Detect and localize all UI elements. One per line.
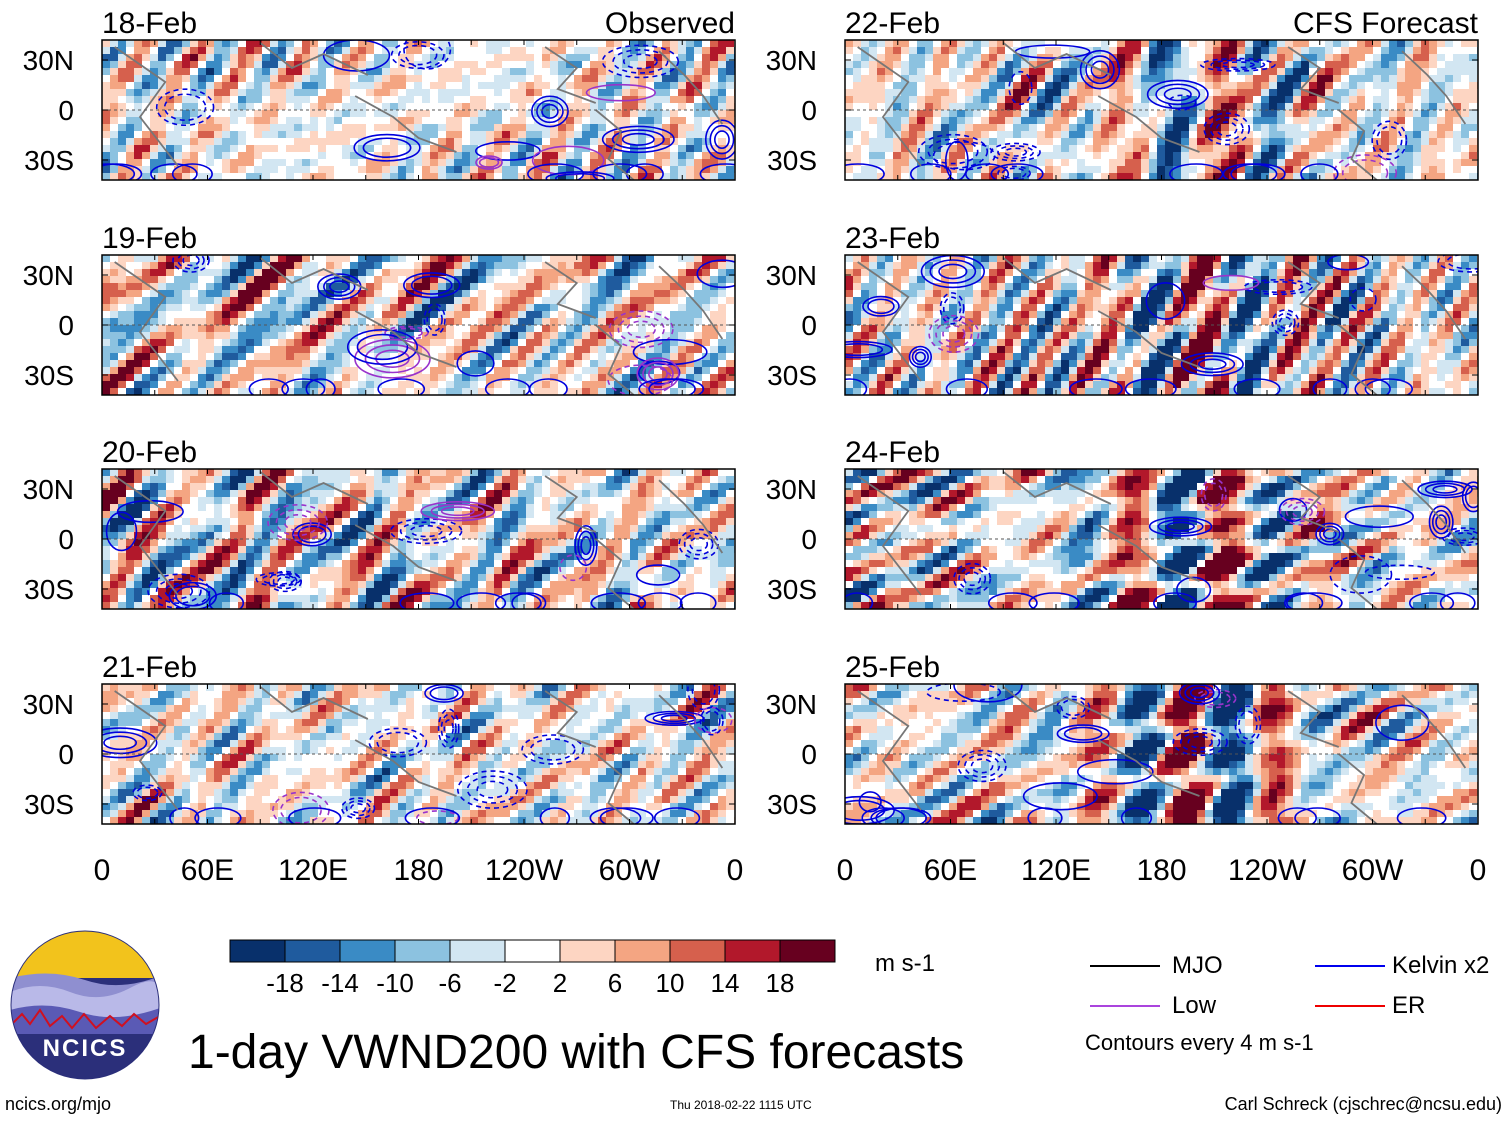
legend-label-low: Low <box>1172 992 1217 1019</box>
panel-column-label: Observed <box>605 7 735 40</box>
legend-label-er: ER <box>1392 992 1426 1019</box>
panel-date-label: 19-Feb <box>102 222 197 255</box>
y-tick-label: 30S <box>24 360 74 391</box>
colorbar-swatch <box>284 939 341 963</box>
x-tick-label: 180 <box>393 854 443 887</box>
y-tick-label: 30N <box>23 45 74 76</box>
y-tick-label: 30N <box>23 260 74 291</box>
map-panel: 30N 0 30S 20-Feb <box>23 436 736 610</box>
y-tick-label: 30S <box>24 574 74 605</box>
x-tick-label: 120W <box>485 854 564 887</box>
colorbar-tick-label: 2 <box>553 968 567 998</box>
legend-line-mjo <box>1090 965 1160 967</box>
x-tick-label: 60W <box>1342 854 1404 887</box>
x-tick-label: 60E <box>181 854 234 887</box>
x-tick-label: 60W <box>599 854 661 887</box>
panel-date-label: 21-Feb <box>102 651 197 684</box>
y-tick-label: 30N <box>766 689 817 720</box>
logo-text: NCICS <box>43 1035 128 1062</box>
colorbar-tick-label: -10 <box>376 968 414 998</box>
colorbar-tick-label: 6 <box>608 968 622 998</box>
x-tick-label: 60E <box>924 854 977 887</box>
colorbar-swatch <box>449 939 506 963</box>
colorbar-swatch <box>504 939 561 963</box>
y-tick-label: 0 <box>58 95 74 126</box>
site-link[interactable]: ncics.org/mjo <box>5 1094 112 1114</box>
legend-label-mjo: MJO <box>1172 952 1223 979</box>
legend-line-low <box>1090 1005 1160 1007</box>
y-tick-label: 30N <box>766 474 817 505</box>
panel-date-label: 23-Feb <box>845 222 940 255</box>
map-panel: 30N 0 30S 25-Feb <box>766 651 1479 825</box>
colorbar-swatch <box>614 939 671 963</box>
ncics-logo: NCICS <box>10 930 160 1080</box>
panel-column-label: CFS Forecast <box>1293 7 1479 40</box>
colorbar-swatch <box>724 939 781 963</box>
x-tick-label: 180 <box>1136 854 1186 887</box>
y-tick-label: 0 <box>58 739 74 770</box>
panel-date-label: 18-Feb <box>102 7 197 40</box>
author-credit: Carl Schreck (cjschrec@ncsu.edu) <box>1224 1094 1502 1114</box>
colorbar-tick-label: -6 <box>438 968 461 998</box>
y-tick-label: 30S <box>767 360 817 391</box>
colorbar-swatch <box>669 939 726 963</box>
y-tick-label: 30S <box>767 145 817 176</box>
y-tick-label: 30S <box>24 145 74 176</box>
map-panel: 30N 0 30S 18-Feb Observed <box>23 7 736 181</box>
y-tick-label: 30N <box>23 689 74 720</box>
colorbar-tick-label: 18 <box>766 968 795 998</box>
colorbar-swatch <box>394 939 451 963</box>
y-tick-label: 30N <box>766 45 817 76</box>
legend-label-kelvin: Kelvin x2 <box>1392 952 1490 979</box>
x-tick-label: 0 <box>94 854 111 887</box>
timestamp: Thu 2018-02-22 1115 UTC <box>670 1098 812 1112</box>
colorbar-swatch <box>229 939 286 963</box>
legend-line-er <box>1315 1005 1385 1007</box>
map-panel: 30N 0 30S 23-Feb <box>766 222 1479 396</box>
x-tick-label: 120E <box>1021 854 1091 887</box>
colorbar-swatch <box>779 939 836 963</box>
panel-date-label: 20-Feb <box>102 436 197 469</box>
y-tick-label: 30S <box>767 789 817 820</box>
map-panel: 30N 0 30S 19-Feb <box>23 222 736 396</box>
y-tick-label: 0 <box>801 739 817 770</box>
y-tick-label: 0 <box>801 310 817 341</box>
legend-line-kelvin <box>1315 965 1385 967</box>
main-title: 1-day VWND200 with CFS forecasts <box>188 1026 965 1079</box>
x-tick-label: 120W <box>1228 854 1307 887</box>
map-panel: 30N 0 30S 24-Feb <box>766 436 1479 610</box>
colorbar-tick-label: -2 <box>493 968 516 998</box>
x-tick-label: 0 <box>1470 854 1487 887</box>
colorbar-tick-label: -14 <box>321 968 359 998</box>
colorbar-swatch <box>339 939 396 963</box>
panel-date-label: 24-Feb <box>845 436 940 469</box>
contour-note: Contours every 4 m s-1 <box>1085 1030 1314 1055</box>
colorbar-tick-label: -18 <box>266 968 304 998</box>
y-tick-label: 0 <box>58 310 74 341</box>
x-tick-label: 0 <box>727 854 744 887</box>
x-tick-label: 0 <box>837 854 854 887</box>
colorbar-tick-label: 14 <box>711 968 740 998</box>
colorbar-swatch <box>559 939 616 963</box>
y-tick-label: 0 <box>801 95 817 126</box>
y-tick-label: 30N <box>23 474 74 505</box>
colorbar-tick-label: 10 <box>656 968 685 998</box>
colorbar-units: m s-1 <box>875 950 935 977</box>
map-panel: 30N 0 30S 21-Feb <box>23 651 736 825</box>
y-tick-label: 0 <box>58 524 74 555</box>
y-tick-label: 30S <box>767 574 817 605</box>
y-tick-label: 30S <box>24 789 74 820</box>
x-tick-label: 120E <box>278 854 348 887</box>
map-panel: 30N 0 30S 22-Feb CFS Forecast <box>766 7 1479 181</box>
y-tick-label: 30N <box>766 260 817 291</box>
panel-date-label: 25-Feb <box>845 651 940 684</box>
panel-date-label: 22-Feb <box>845 7 940 40</box>
y-tick-label: 0 <box>801 524 817 555</box>
